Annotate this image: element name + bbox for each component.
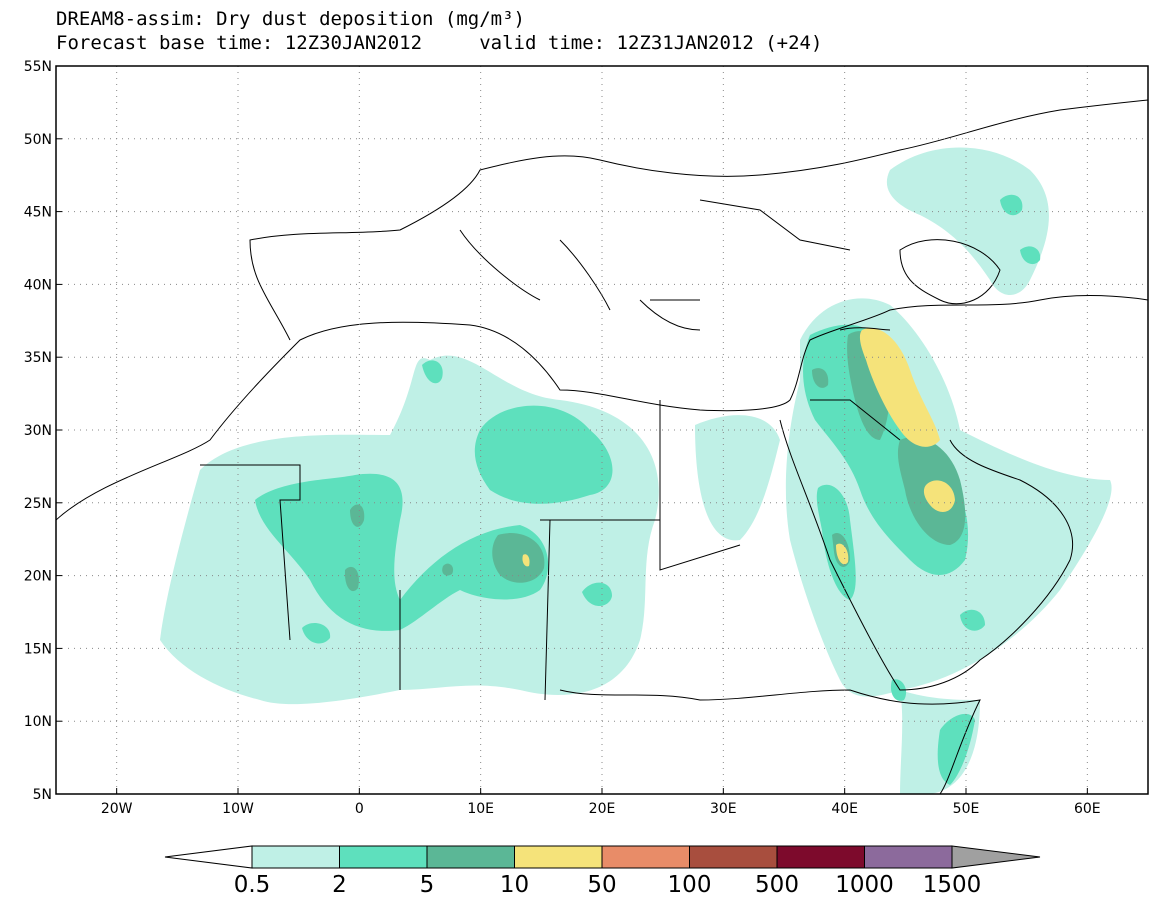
y-tick-label: 5N (33, 787, 52, 803)
gridlines (56, 66, 1148, 794)
x-tick-label: 40E (831, 801, 858, 817)
colorbar-label: 5 (420, 872, 435, 898)
x-axis: 20W 10W 0 10E 20E 30E 40E 50E 60E (101, 788, 1101, 817)
y-tick-label: 25N (24, 496, 52, 512)
y-tick-label: 55N (24, 59, 52, 75)
colorbar-high-arrow (951, 845, 1041, 869)
forecast-time-subtitle: Forecast base time: 12Z30JAN2012 valid t… (56, 32, 823, 54)
coastlines (56, 99, 1148, 794)
colorbar-low-arrow (164, 845, 253, 869)
colorbar-label: 2 (332, 872, 347, 898)
deposition-field (160, 147, 1112, 794)
y-tick-label: 30N (24, 423, 52, 439)
colorbar-segment (251, 845, 340, 869)
y-tick-label: 10N (24, 714, 52, 730)
y-tick-label: 40N (24, 277, 52, 293)
colorbar-segment (514, 845, 603, 869)
colorbar-label: 50 (587, 872, 616, 898)
y-tick-label: 45N (24, 205, 52, 221)
colorbar-label: 1500 (923, 872, 982, 898)
colorbar-segment (864, 845, 953, 869)
colorbar-label: 1000 (835, 872, 894, 898)
deposition-0-5-to-2 (160, 147, 1112, 794)
x-tick-label: 0 (355, 801, 364, 817)
x-tick-label: 20W (101, 801, 133, 817)
y-tick-label: 35N (24, 350, 52, 366)
x-tick-label: 30E (710, 801, 737, 817)
y-axis: 55N 50N 45N 40N 35N 30N 25N 20N 15N 10N 5N (24, 59, 62, 803)
colorbar-segment (776, 845, 865, 869)
colorbar-label: 500 (755, 872, 799, 898)
colorbar-label: 100 (668, 872, 712, 898)
colorbar-segment (601, 845, 690, 869)
x-tick-label: 50E (953, 801, 980, 817)
x-tick-label: 10W (222, 801, 254, 817)
colorbar-label: 10 (500, 872, 529, 898)
x-tick-label: 60E (1074, 801, 1101, 817)
colorbar-segment (426, 845, 515, 869)
y-tick-label: 15N (24, 641, 52, 657)
colorbar-segment (689, 845, 778, 869)
chart-title: DREAM8-assim: Dry dust deposition (mg/m³… (56, 8, 525, 30)
x-tick-label: 20E (589, 801, 616, 817)
y-tick-label: 50N (24, 132, 52, 148)
y-tick-label: 20N (24, 569, 52, 585)
colorbar-label: 0.5 (234, 872, 271, 898)
colorbar-segment (339, 845, 428, 869)
deposition-10-to-50 (522, 328, 955, 567)
colorbar: 0.5 2 5 10 50 100 500 1000 1500 (164, 845, 1041, 898)
x-tick-label: 10E (467, 801, 494, 817)
